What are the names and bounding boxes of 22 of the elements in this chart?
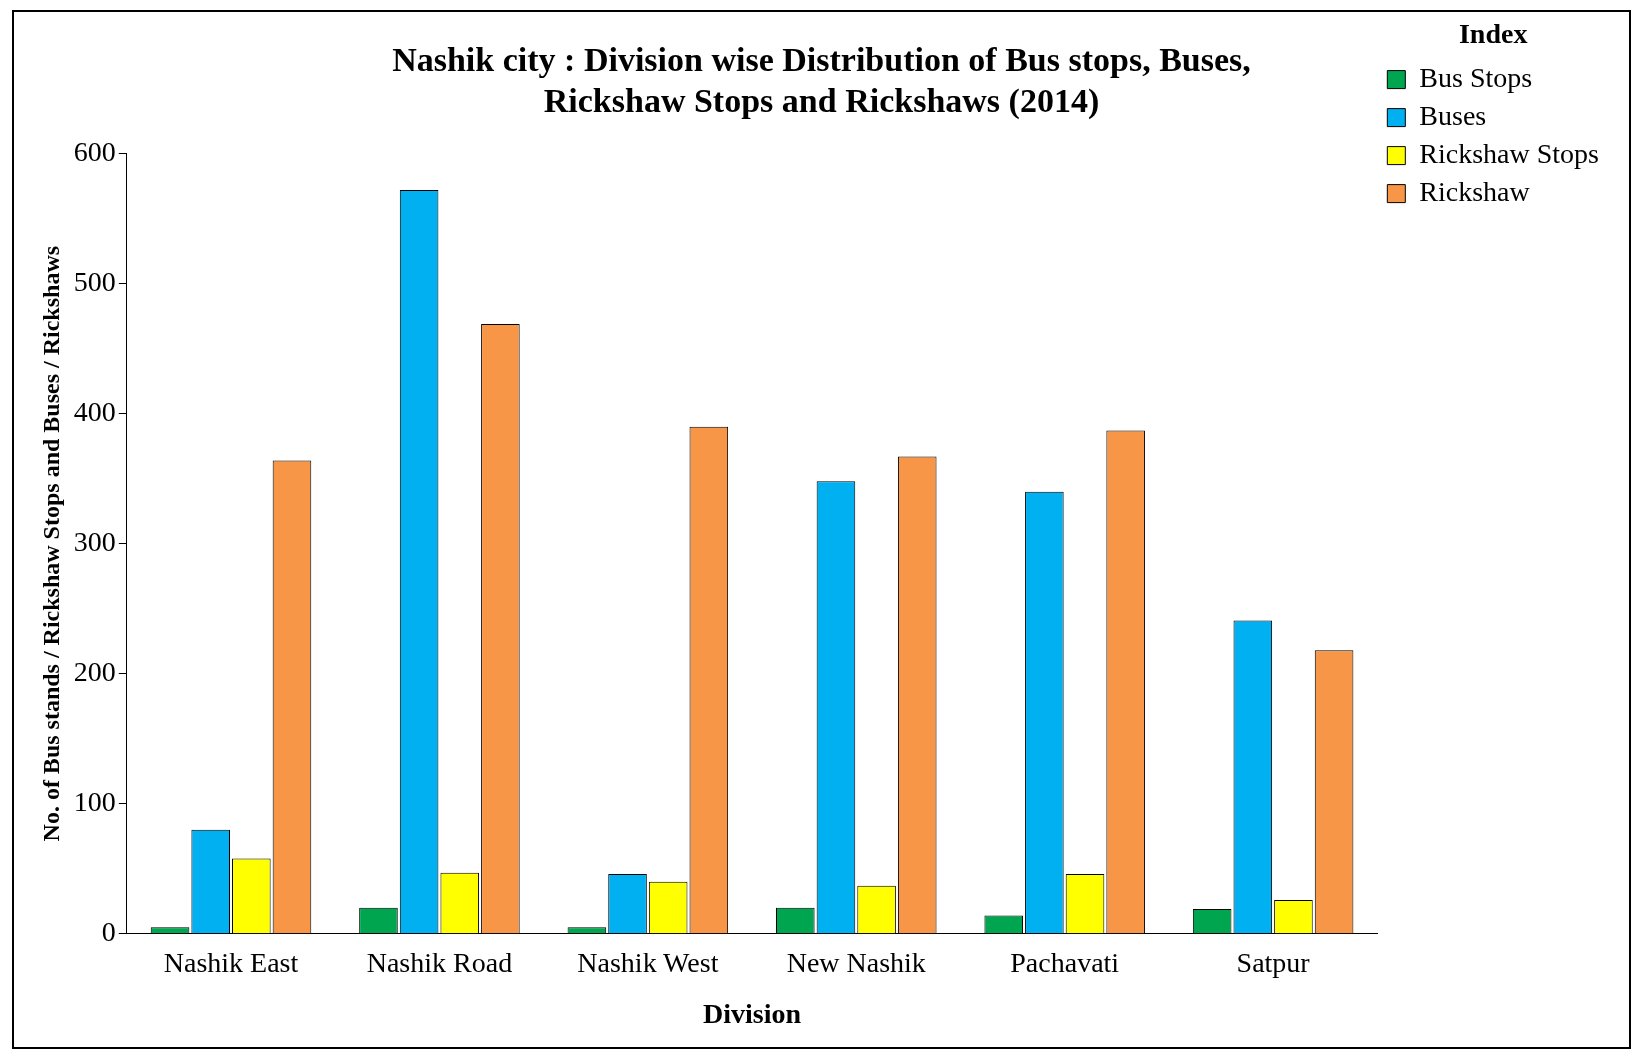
- y-tick-label: 300: [73, 526, 116, 558]
- legend-label: Buses: [1419, 99, 1487, 131]
- x-axis-title: Division: [703, 998, 802, 1030]
- x-tick-label: New Nashik: [786, 946, 926, 978]
- x-tick-label: Nashik Road: [366, 946, 513, 978]
- x-tick-label: Satpur: [1236, 946, 1311, 978]
- y-tick-label: 0: [101, 916, 116, 948]
- y-tick-label: 400: [73, 396, 116, 428]
- legend-title: Index: [1458, 18, 1528, 50]
- y-axis-title: No. of Bus stands / Rickshaw Stops and Buses / Rickshaws: [37, 245, 64, 842]
- y-tick-label: 600: [73, 135, 116, 167]
- y-tick-label: 100: [73, 786, 116, 818]
- y-tick-label: 200: [73, 656, 116, 688]
- legend-label: Rickshaw: [1419, 175, 1531, 207]
- text: Rickshaw Stops and Rickshaws (2014): [543, 81, 1100, 119]
- legend-label: Bus Stops: [1419, 61, 1533, 93]
- x-tick-label: Nashik West: [577, 946, 719, 978]
- text: Nashik city : Division wise Distribution of Bus stops, Buses,: [392, 41, 1251, 79]
- legend-label: Rickshaw Stops: [1419, 137, 1600, 169]
- y-tick-label: 500: [73, 265, 116, 297]
- x-tick-label: Pachavati: [1010, 946, 1120, 978]
- x-tick-label: Nashik East: [163, 946, 299, 978]
